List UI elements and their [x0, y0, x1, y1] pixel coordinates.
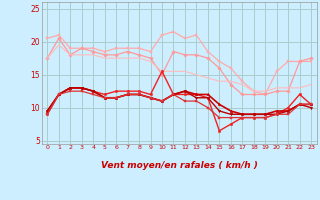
X-axis label: Vent moyen/en rafales ( km/h ): Vent moyen/en rafales ( km/h ) [101, 161, 258, 170]
